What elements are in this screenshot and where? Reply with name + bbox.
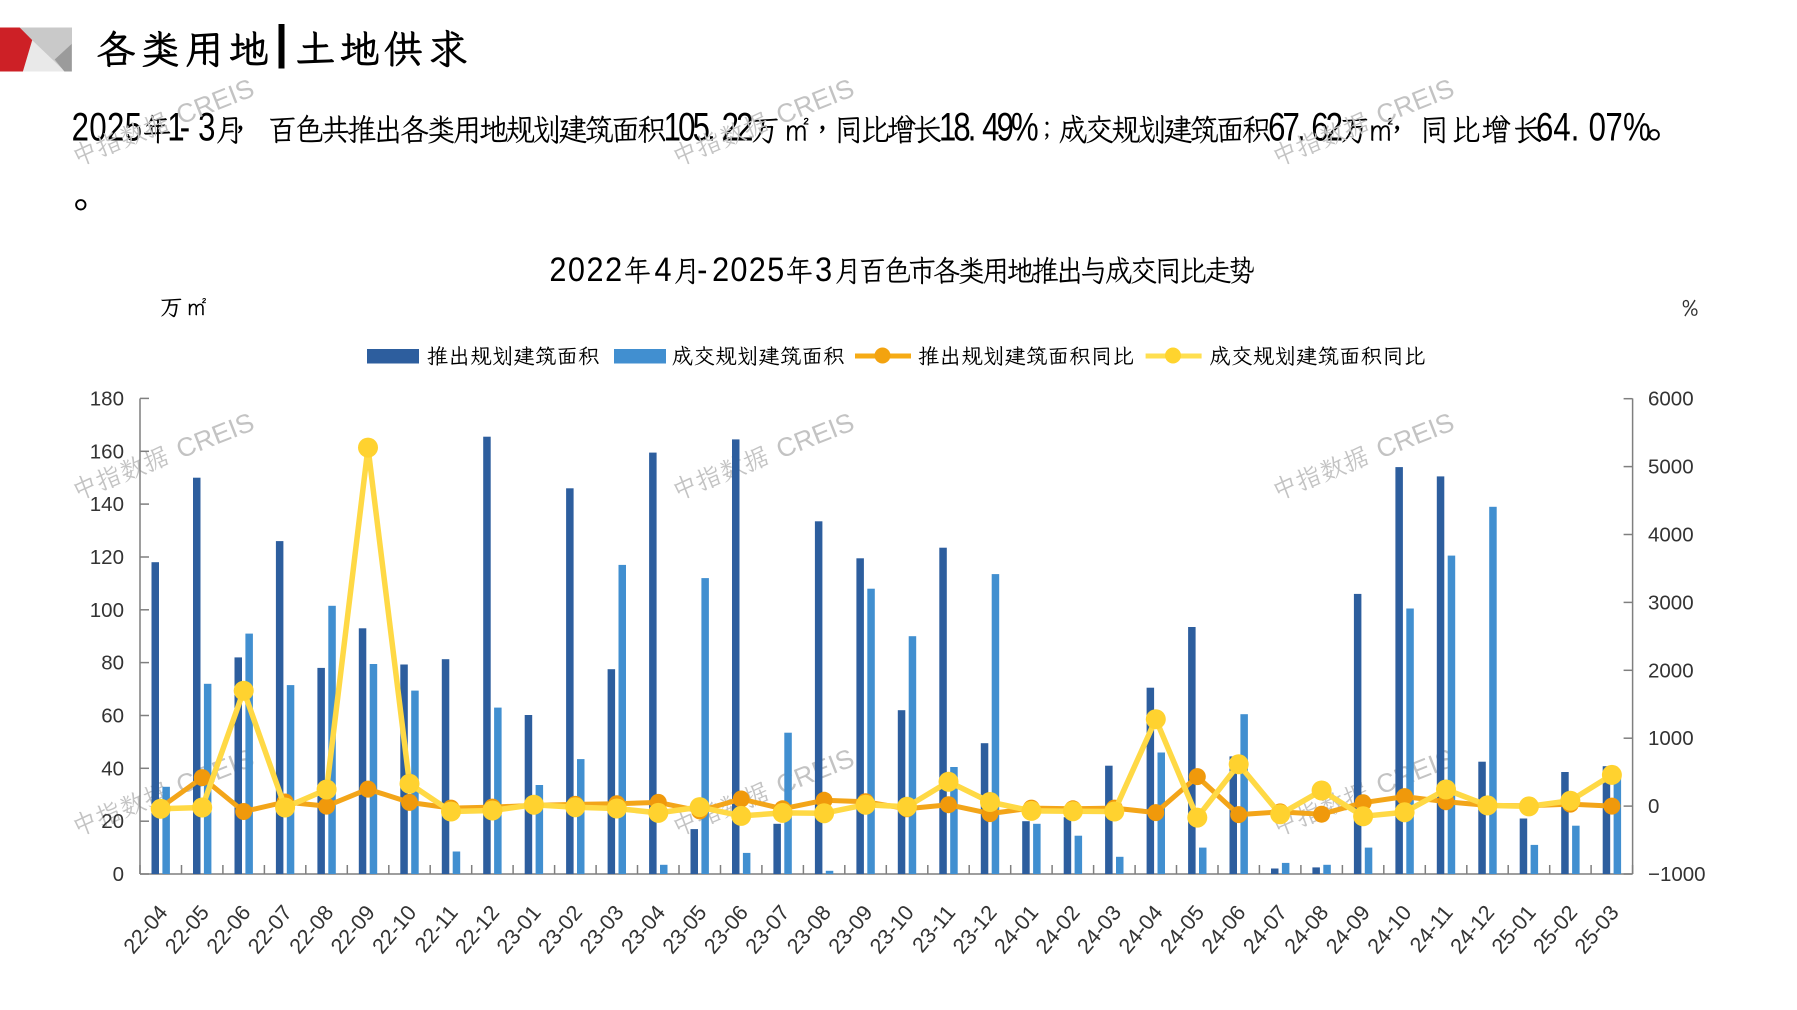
svg-text:24-02: 24-02 <box>1031 901 1085 959</box>
svg-text:4000: 4000 <box>1648 524 1694 547</box>
svg-text:24-11: 24-11 <box>1405 901 1458 957</box>
svg-text:24-09: 24-09 <box>1321 901 1375 959</box>
svg-text:6000: 6000 <box>1648 388 1694 411</box>
svg-text:25-03: 25-03 <box>1570 901 1624 959</box>
svg-text:23-04: 23-04 <box>616 901 670 959</box>
svg-text:24-03: 24-03 <box>1072 901 1126 959</box>
svg-text:23-09: 23-09 <box>824 901 878 959</box>
svg-text:40: 40 <box>101 757 124 780</box>
svg-text:5000: 5000 <box>1648 456 1694 479</box>
svg-text:2000: 2000 <box>1648 659 1694 682</box>
svg-text:22-12: 22-12 <box>450 901 504 959</box>
svg-text:80: 80 <box>101 652 124 675</box>
svg-text:22-07: 22-07 <box>243 901 297 959</box>
svg-text:24-10: 24-10 <box>1363 901 1417 959</box>
svg-text:24-12: 24-12 <box>1446 901 1500 959</box>
svg-text:24-08: 24-08 <box>1280 901 1334 959</box>
svg-text:23-12: 23-12 <box>948 901 1002 959</box>
svg-text:120: 120 <box>90 546 124 569</box>
svg-text:23-07: 23-07 <box>741 901 795 959</box>
svg-text:3000: 3000 <box>1648 591 1694 614</box>
svg-text:0: 0 <box>1648 795 1659 818</box>
svg-text:−1000: −1000 <box>1648 863 1706 886</box>
svg-text:22-04: 22-04 <box>119 901 173 959</box>
svg-text:23-01: 23-01 <box>492 901 546 959</box>
svg-text:140: 140 <box>90 493 124 516</box>
svg-text:22-06: 22-06 <box>202 901 256 959</box>
svg-text:25-02: 25-02 <box>1528 901 1582 959</box>
svg-text:23-06: 23-06 <box>699 901 753 959</box>
svg-text:24-06: 24-06 <box>1197 901 1251 959</box>
svg-text:24-01: 24-01 <box>989 901 1043 959</box>
svg-text:180: 180 <box>90 387 124 410</box>
svg-text:1000: 1000 <box>1648 727 1694 750</box>
svg-text:160: 160 <box>90 440 124 463</box>
svg-text:23-10: 23-10 <box>865 901 919 959</box>
svg-text:20: 20 <box>101 810 124 833</box>
svg-text:23-05: 23-05 <box>658 901 712 959</box>
svg-text:23-02: 23-02 <box>533 901 587 959</box>
svg-text:22-05: 22-05 <box>160 901 214 959</box>
svg-text:24-07: 24-07 <box>1238 901 1292 959</box>
svg-text:23-03: 23-03 <box>575 901 629 959</box>
svg-text:24-05: 24-05 <box>1155 901 1209 959</box>
svg-text:23-11: 23-11 <box>908 901 961 957</box>
svg-text:25-01: 25-01 <box>1487 901 1541 959</box>
svg-text:100: 100 <box>90 599 124 622</box>
svg-text:22-08: 22-08 <box>285 901 339 959</box>
svg-text:24-04: 24-04 <box>1114 901 1168 959</box>
svg-text:60: 60 <box>101 705 124 728</box>
svg-text:23-08: 23-08 <box>782 901 836 959</box>
svg-text:0: 0 <box>113 863 124 886</box>
svg-text:22-10: 22-10 <box>368 901 422 959</box>
svg-text:22-09: 22-09 <box>326 901 380 959</box>
svg-text:22-11: 22-11 <box>410 901 463 957</box>
